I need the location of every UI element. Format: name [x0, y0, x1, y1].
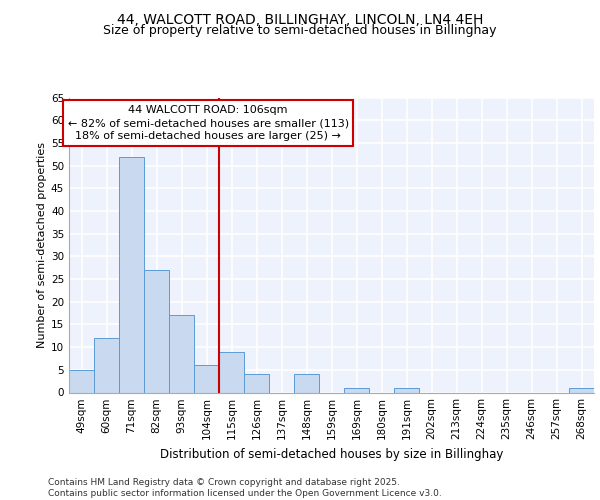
Bar: [144, 270, 169, 392]
Text: 44 WALCOTT ROAD: 106sqm
← 82% of semi-detached houses are smaller (113)
18% of s: 44 WALCOTT ROAD: 106sqm ← 82% of semi-de…: [68, 105, 349, 142]
Bar: [394, 388, 419, 392]
Text: 44, WALCOTT ROAD, BILLINGHAY, LINCOLN, LN4 4EH: 44, WALCOTT ROAD, BILLINGHAY, LINCOLN, L…: [117, 12, 483, 26]
Text: Contains HM Land Registry data © Crown copyright and database right 2025.
Contai: Contains HM Land Registry data © Crown c…: [48, 478, 442, 498]
Bar: [94, 338, 119, 392]
Bar: [69, 370, 94, 392]
X-axis label: Distribution of semi-detached houses by size in Billinghay: Distribution of semi-detached houses by …: [160, 448, 503, 461]
Bar: [194, 366, 219, 392]
Bar: [119, 156, 144, 392]
Bar: [219, 352, 244, 393]
Bar: [244, 374, 269, 392]
Bar: [294, 374, 319, 392]
Bar: [344, 388, 369, 392]
Bar: [169, 316, 194, 392]
Bar: [569, 388, 594, 392]
Text: Size of property relative to semi-detached houses in Billinghay: Size of property relative to semi-detach…: [103, 24, 497, 37]
Y-axis label: Number of semi-detached properties: Number of semi-detached properties: [37, 142, 47, 348]
